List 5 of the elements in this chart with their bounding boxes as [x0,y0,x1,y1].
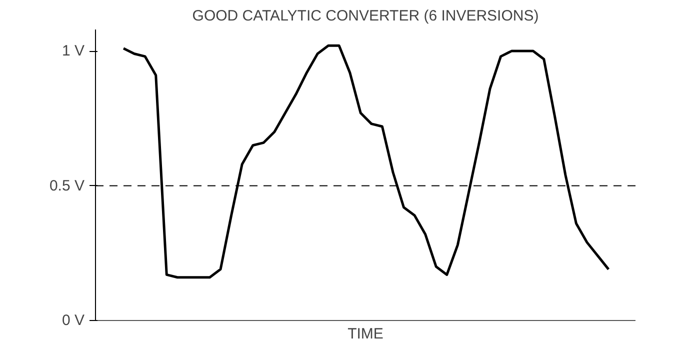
x-axis-title: TIME [348,326,384,342]
y-tick-label: 1 V [62,42,84,60]
y-tick-label: 0 V [62,312,84,329]
y-tick-label: 0.5 V [49,177,85,194]
chart-title: GOOD CATALYTIC CONVERTER (6 INVERSIONS) [192,8,539,24]
